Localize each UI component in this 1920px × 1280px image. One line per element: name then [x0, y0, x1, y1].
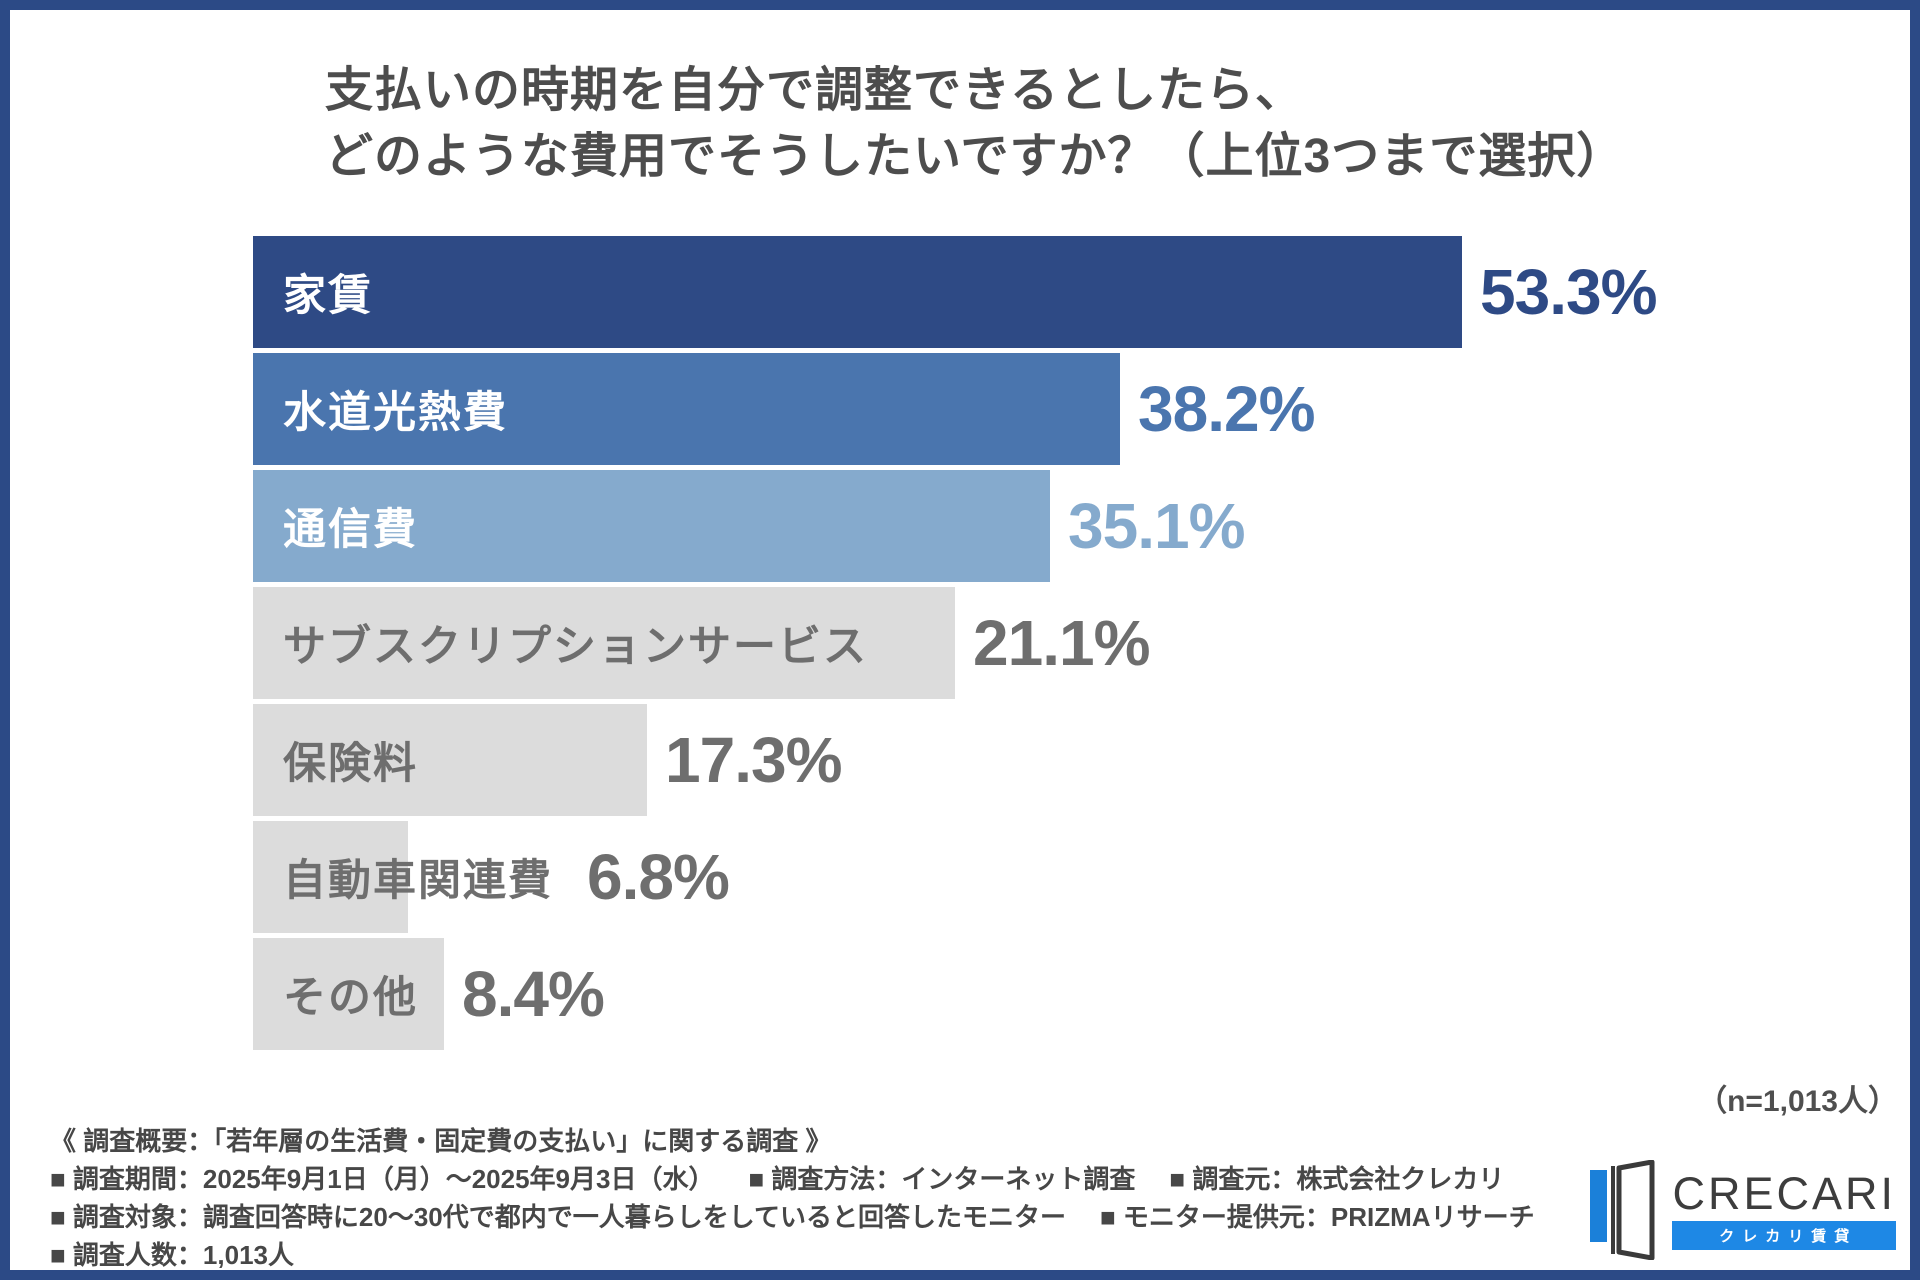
survey-period: ■ 調査期間：2025年9月1日（月）〜2025年9月3日（水）: [50, 1164, 715, 1194]
logo-text: CRECARI クレカリ賃貸: [1672, 1170, 1896, 1250]
bar-value-label: 8.4%: [462, 958, 605, 1030]
bar-value-label: 35.1%: [1068, 490, 1245, 562]
survey-overview: 《 調査概要：「若年層の生活費・固定費の支払い」に関する調査 》 ■ 調査期間：…: [50, 1122, 1569, 1270]
bar-value-label: 53.3%: [1480, 256, 1657, 328]
survey-method: ■ 調査方法：インターネット調査: [748, 1164, 1136, 1194]
bar-row: サブスクリプションサービス 21.1%: [253, 587, 1656, 699]
bar-value-label: 6.8%: [587, 841, 730, 913]
bar-value-label: 21.1%: [973, 607, 1150, 679]
bar: 家賃: [253, 236, 1462, 348]
survey-overview-heading: 《 調査概要：「若年層の生活費・固定費の支払い」に関する調査 》: [50, 1126, 832, 1156]
bar-row: 自動車関連費 6.8%: [253, 821, 1656, 933]
bar-row: 保険料 17.3%: [253, 704, 1656, 816]
bar: 水道光熱費: [253, 353, 1120, 465]
bar: その他: [253, 938, 444, 1050]
bar-category-label: 保険料: [283, 740, 418, 788]
crecari-logo: CRECARI クレカリ賃貸: [1590, 1160, 1896, 1260]
page-title-line2: どのような費用でそうしたいですか？（上位3つまで選択）: [325, 130, 1626, 183]
bar-row: 通信費 35.1%: [253, 470, 1656, 582]
survey-overview-line2: ■ 調査対象：調査回答時に20〜30代で都内で一人暮らしをしていると回答したモニ…: [50, 1198, 1569, 1236]
bar-row: その他 8.4%: [253, 938, 1656, 1050]
bar-value-label: 17.3%: [665, 724, 842, 796]
bar-category-label: 水道光熱費: [283, 389, 508, 437]
bar-value-label: 38.2%: [1138, 373, 1315, 445]
open-door-icon: [1590, 1160, 1655, 1260]
page-title-line1: 支払いの時期を自分で調整できるとしたら、: [325, 64, 1305, 117]
survey-overview-line3: ■ 調査人数：1,013人: [50, 1236, 1569, 1270]
survey-monitor-provider: ■ モニター提供元：PRIZMAリサーチ: [1100, 1202, 1535, 1232]
survey-target: ■ 調査対象：調査回答時に20〜30代で都内で一人暮らしをしていると回答したモニ…: [50, 1202, 1066, 1232]
bar: 自動車関連費: [253, 821, 551, 933]
bar: サブスクリプションサービス: [253, 587, 955, 699]
bar-category-label: サブスクリプションサービス: [283, 623, 868, 671]
survey-respondents: ■ 調査人数：1,013人: [50, 1240, 294, 1270]
bar-row: 水道光熱費 38.2%: [253, 353, 1656, 465]
bar-category-label: 家賃: [283, 272, 373, 320]
brand-tagline-banner: クレカリ賃貸: [1672, 1221, 1896, 1250]
bar: 通信費: [253, 470, 1050, 582]
bar-row: 家賃 53.3%: [253, 236, 1657, 348]
page-title: 支払いの時期を自分で調整できるとしたら、 どのような費用でそうしたいですか？（上…: [325, 58, 1625, 190]
bar: 保険料: [253, 704, 647, 816]
survey-source: ■ 調査元：株式会社クレカリ: [1169, 1164, 1505, 1194]
bar-category-label: その他: [283, 974, 418, 1022]
brand-name: CRECARI: [1672, 1168, 1896, 1219]
bar-chart: 家賃 53.3% 水道光熱費 38.2% 通信費 35.1% サブスクリプション…: [253, 236, 1657, 1055]
bar-category-label: 通信費: [283, 506, 418, 554]
sample-size-note: （n=1,013人）: [1697, 1085, 1898, 1118]
survey-overview-line1: ■ 調査期間：2025年9月1日（月）〜2025年9月3日（水） ■ 調査方法：イ…: [50, 1160, 1569, 1198]
bar-category-label: 自動車関連費: [283, 857, 553, 905]
